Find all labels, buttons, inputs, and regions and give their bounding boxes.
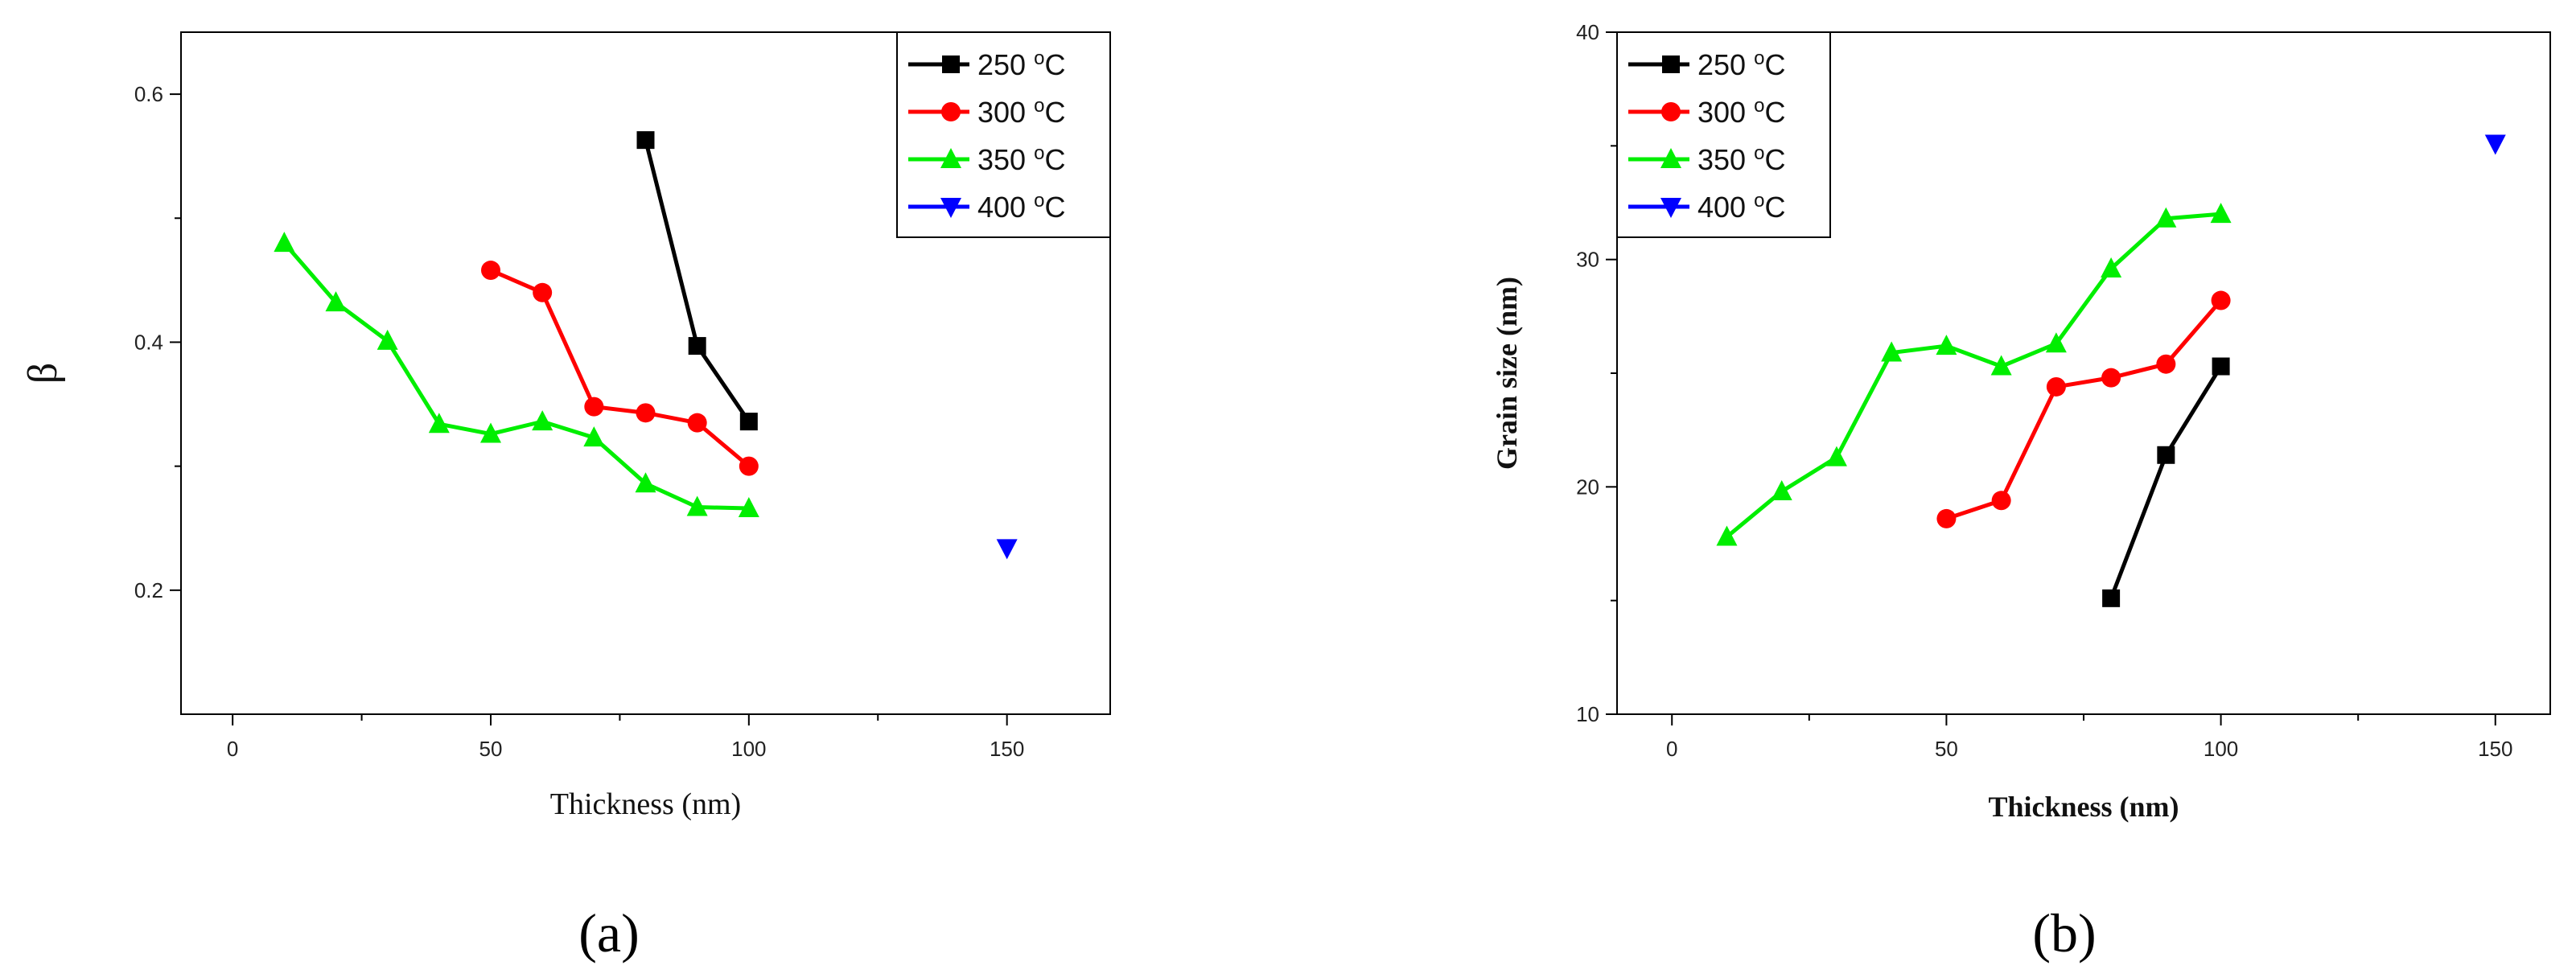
data-point <box>584 397 604 417</box>
series-1 <box>2102 357 2230 607</box>
x-tick-label: 0 <box>1666 737 1677 761</box>
legend-marker <box>1662 55 1680 73</box>
y-tick-label: 30 <box>1576 248 1599 272</box>
x-tick-label: 0 <box>227 737 238 761</box>
series-2 <box>481 261 759 476</box>
panel-a-label: (a) <box>578 902 639 964</box>
data-point <box>2101 368 2121 388</box>
x-tick-label: 50 <box>1935 737 1958 761</box>
legend-box <box>896 31 1111 238</box>
data-point <box>325 291 347 312</box>
data-point <box>2155 207 2177 228</box>
legend-label: 250 oC <box>977 47 1065 82</box>
legend-label: 300 oC <box>1697 95 1785 129</box>
legend-label: 300 oC <box>977 95 1065 129</box>
data-point <box>1990 355 2012 376</box>
data-point <box>1991 491 2011 511</box>
series-2 <box>1936 290 2231 528</box>
legend-marker <box>940 148 961 168</box>
data-point <box>1936 335 1957 355</box>
data-point <box>2101 257 2122 277</box>
data-point <box>2211 290 2231 310</box>
x-axis-title: Thickness (nm) <box>550 787 741 821</box>
panel-a-chart: 0 50 100 150 0.2 0.4 0.6 Thickness (nm) β 250 oC 3… <box>20 31 1111 821</box>
data-point <box>738 497 759 518</box>
legend: 250 oC 300 oC 350 oC 400 oC <box>896 31 1111 238</box>
data-point <box>2484 134 2506 155</box>
legend-marker <box>1660 148 1681 168</box>
y-axis-title: Grain size (nm) <box>1491 277 1523 470</box>
legend-label: 350 oC <box>977 142 1065 177</box>
data-point <box>1881 341 1903 362</box>
data-point <box>739 413 758 431</box>
legend-marker <box>1660 198 1681 218</box>
series-4 <box>996 539 1018 560</box>
data-point <box>1936 508 1957 528</box>
y-tick-label: 10 <box>1576 702 1599 726</box>
plot-frame <box>180 31 1111 715</box>
data-point <box>688 337 706 355</box>
data-point <box>2157 446 2175 464</box>
x-tick-label: 150 <box>990 737 1024 761</box>
legend-marker <box>940 198 961 218</box>
legend-label: 400 oC <box>1697 190 1785 224</box>
series-3 <box>274 232 759 518</box>
series-line <box>644 139 751 423</box>
x-axis-title: Thickness (nm) <box>1988 791 2179 823</box>
x-tick-label: 100 <box>2204 737 2238 761</box>
x-tick-label: 100 <box>731 737 766 761</box>
data-point <box>635 472 656 493</box>
data-point <box>2102 589 2121 607</box>
y-tick-label: 40 <box>1576 20 1599 44</box>
data-point <box>532 410 553 431</box>
data-point <box>2212 357 2230 376</box>
series-1 <box>636 131 758 431</box>
data-point <box>686 495 708 516</box>
series-line <box>2109 365 2223 599</box>
data-point <box>428 413 450 434</box>
data-point <box>687 413 707 433</box>
data-point <box>636 131 655 150</box>
data-point <box>533 282 553 302</box>
y-axis-title: β <box>20 363 66 384</box>
data-point <box>2210 203 2232 224</box>
data-point <box>739 456 759 476</box>
x-tick-label: 150 <box>2478 737 2512 761</box>
data-point <box>583 426 605 447</box>
series-4 <box>2484 134 2506 155</box>
legend-label: 350 oC <box>1697 142 1785 177</box>
legend-label: 400 oC <box>977 190 1065 224</box>
panel-b-label: (b) <box>2032 902 2096 964</box>
data-point <box>1716 525 1738 546</box>
panel-b-chart: 0 50 100 150 10 20 30 40 Thickness (nm) Grain siz… <box>1491 20 2551 823</box>
data-point <box>480 422 501 443</box>
data-point <box>1771 479 1792 500</box>
series-3 <box>1716 203 2232 546</box>
legend-marker <box>941 102 961 121</box>
data-point <box>377 329 398 350</box>
data-point <box>481 261 500 281</box>
data-point <box>636 403 656 423</box>
y-tick-label: 0.6 <box>134 82 163 106</box>
series-line <box>1725 212 2221 539</box>
legend: 250 oC 300 oC 350 oC 400 oC <box>1616 31 1831 238</box>
data-point <box>1825 446 1847 466</box>
data-point <box>274 232 295 253</box>
legend-marker <box>942 55 960 73</box>
y-tick-label: 0.2 <box>134 578 163 602</box>
y-tick-label: 20 <box>1576 475 1599 499</box>
legend-marker <box>1661 102 1681 121</box>
data-point <box>996 539 1018 560</box>
legend-label: 250 oC <box>1697 47 1785 82</box>
series-line <box>1945 298 2223 521</box>
data-point <box>2156 354 2176 374</box>
series-line <box>282 241 749 511</box>
data-point <box>2045 332 2067 353</box>
y-tick-label: 0.4 <box>134 330 163 354</box>
x-tick-label: 50 <box>479 737 503 761</box>
data-point <box>2046 376 2066 397</box>
